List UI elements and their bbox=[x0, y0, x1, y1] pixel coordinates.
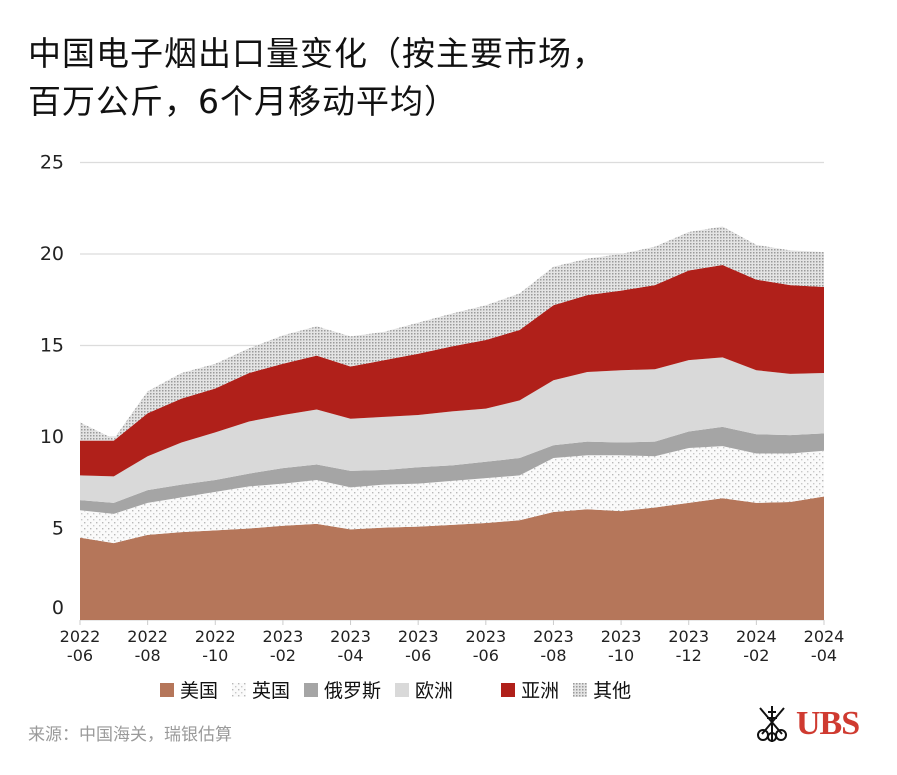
legend: 美国 英国 俄罗斯 欧洲 亚洲 其他 bbox=[160, 676, 645, 703]
x-tick-label-year: 2023 bbox=[668, 627, 709, 646]
x-tick-label-month: -02 bbox=[270, 646, 296, 665]
x-tick-label-year: 2023 bbox=[465, 627, 506, 646]
y-tick-label: 0 bbox=[52, 597, 64, 619]
x-tick-label-month: -10 bbox=[608, 646, 634, 665]
area-series-2 bbox=[80, 426, 824, 514]
legend-label: 美国 bbox=[180, 680, 219, 702]
area-series-0 bbox=[80, 496, 824, 620]
legend-swatch bbox=[573, 682, 588, 697]
x-tick-label-month: -08 bbox=[540, 646, 566, 665]
y-tick-label: 10 bbox=[40, 426, 64, 448]
legend-label: 亚洲 bbox=[521, 680, 560, 702]
ubs-logo: UBS bbox=[752, 704, 860, 744]
y-tick-label: 15 bbox=[40, 335, 64, 357]
keys-icon bbox=[757, 706, 787, 742]
x-tick-label-year: 2024 bbox=[736, 627, 777, 646]
x-tick-label-year: 2023 bbox=[263, 627, 304, 646]
x-tick-label-month: -12 bbox=[676, 646, 702, 665]
y-tick-label: 5 bbox=[52, 518, 64, 540]
legend-item: 其他 bbox=[573, 676, 631, 703]
area-series-3 bbox=[80, 357, 824, 503]
legend-item: 亚洲 bbox=[501, 676, 559, 703]
legend-item: 欧洲 bbox=[395, 676, 453, 703]
area-series-1 bbox=[80, 446, 824, 544]
x-tick-label-year: 2022 bbox=[127, 627, 168, 646]
legend-label: 俄罗斯 bbox=[324, 680, 382, 702]
x-axis: 2022-062022-082022-102023-022023-042023-… bbox=[60, 620, 845, 665]
legend-item: 美国 bbox=[160, 676, 218, 703]
y-tick-label: 20 bbox=[40, 243, 64, 265]
chart-title: 中国电子烟出口量变化（按主要市场， 百万公斤，6个月移动平均） bbox=[28, 34, 606, 121]
x-tick-label-year: 2023 bbox=[601, 627, 642, 646]
x-tick-label-year: 2022 bbox=[60, 627, 101, 646]
legend-label: 英国 bbox=[252, 680, 291, 702]
legend-swatch bbox=[501, 682, 516, 697]
x-tick-label-year: 2023 bbox=[533, 627, 574, 646]
stacked-areas bbox=[80, 226, 824, 620]
y-axis: 0 5 10 15 20 25 bbox=[40, 152, 64, 620]
area-series-5 bbox=[80, 226, 824, 441]
x-tick-label-month: -04 bbox=[337, 646, 363, 665]
legend-swatch bbox=[304, 682, 319, 697]
x-tick-label-year: 2022 bbox=[195, 627, 236, 646]
y-tick-label: 25 bbox=[40, 152, 64, 174]
legend-item: 俄罗斯 bbox=[304, 676, 381, 703]
legend-label: 其他 bbox=[593, 680, 632, 702]
x-tick-label-month: -02 bbox=[743, 646, 769, 665]
legend-swatch bbox=[232, 682, 247, 697]
x-tick-label-year: 2024 bbox=[804, 627, 845, 646]
x-tick-label-month: -06 bbox=[473, 646, 499, 665]
x-tick-label-month: -04 bbox=[811, 646, 837, 665]
x-tick-label-month: -10 bbox=[202, 646, 228, 665]
legend-item: 英国 bbox=[232, 676, 290, 703]
logo-text: UBS bbox=[796, 705, 860, 742]
legend-swatch bbox=[395, 682, 410, 697]
x-tick-label-year: 2023 bbox=[398, 627, 439, 646]
x-tick-label-month: -06 bbox=[67, 646, 93, 665]
x-tick-label-month: -08 bbox=[135, 646, 161, 665]
legend-swatch bbox=[160, 682, 174, 697]
area-series-4 bbox=[80, 264, 824, 477]
x-tick-label-year: 2023 bbox=[330, 627, 371, 646]
legend-label: 欧洲 bbox=[415, 680, 454, 702]
source-note: 来源：中国海关，瑞银估算 bbox=[28, 725, 232, 745]
x-tick-label-month: -06 bbox=[405, 646, 431, 665]
